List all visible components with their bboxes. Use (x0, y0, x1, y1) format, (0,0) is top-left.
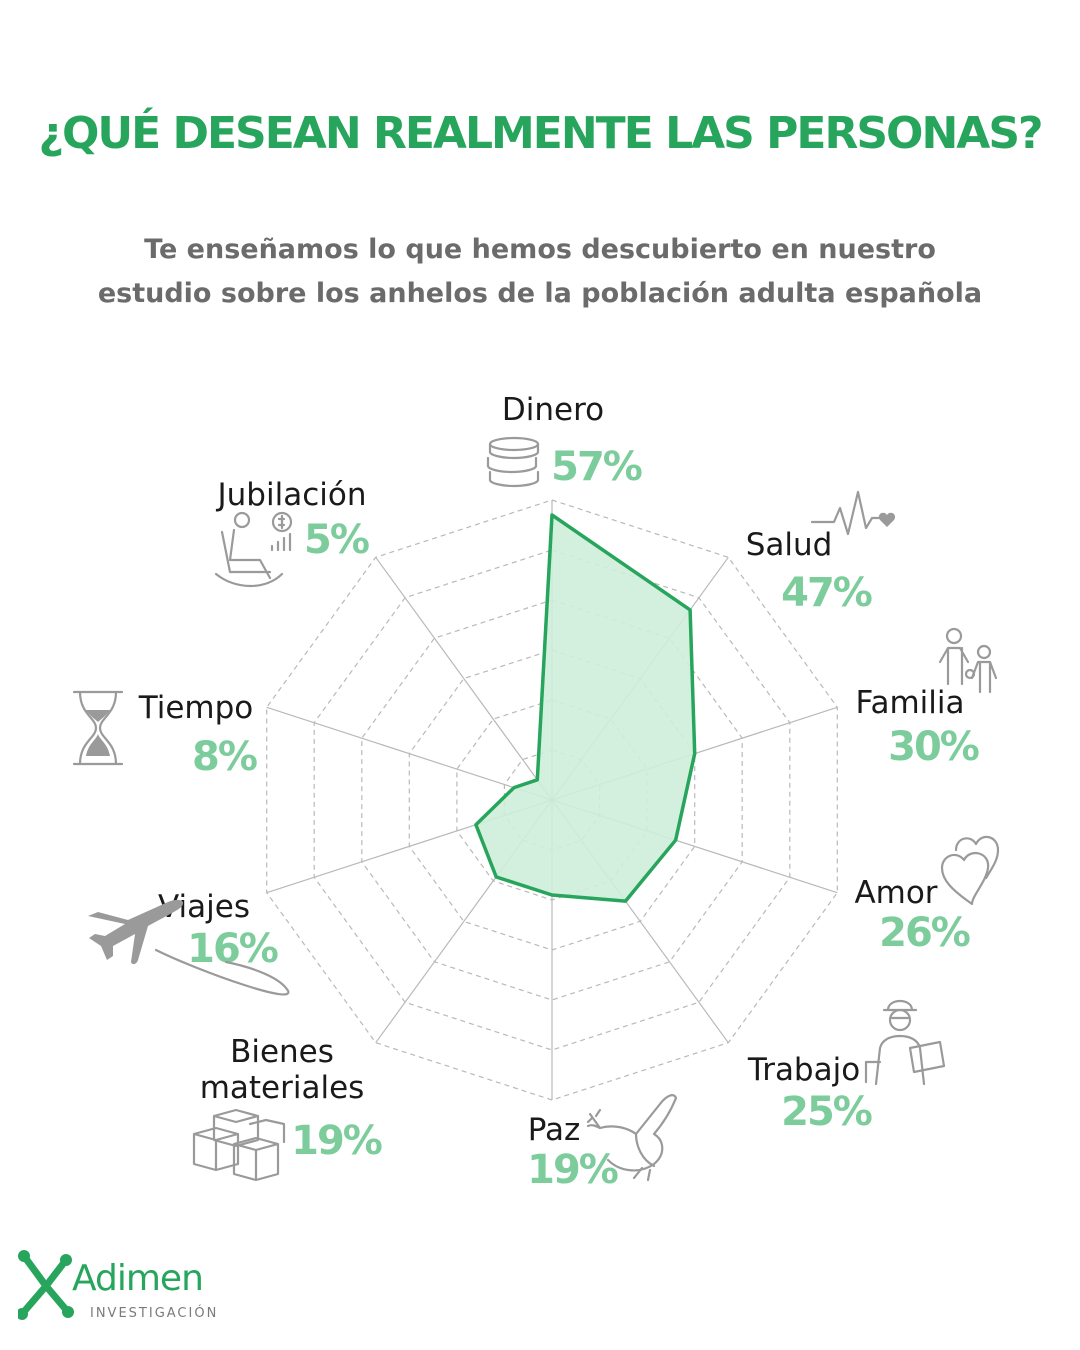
page-subtitle: Te enseñamos lo que hemos descubierto en… (60, 228, 1020, 316)
value-label-salud: 47% (781, 570, 872, 616)
page-title: ¿QUÉ DESEAN REALMENTE LAS PERSONAS? (38, 108, 1043, 159)
rocking-chair-icon (214, 511, 293, 587)
value-label-viajes: 16% (187, 926, 278, 972)
data-point-tiempo (513, 787, 515, 789)
label-jubilación: Jubilación (216, 477, 367, 513)
axis-tiempo (266, 706, 553, 801)
label-trabajo: Trabajo (747, 1052, 860, 1088)
boxes-icon (192, 1108, 286, 1182)
value-label-familia: 30% (888, 724, 979, 770)
value-label-amor: 26% (879, 910, 970, 956)
value-label-tiempo: 8% (192, 734, 257, 780)
airplane-icon (88, 899, 290, 996)
series-area (474, 513, 697, 903)
radar-series (474, 513, 697, 903)
value-label-paz: 19% (527, 1147, 618, 1193)
label-paz: Paz (528, 1112, 581, 1148)
adimen-logo: Adimen INVESTIGACIÓN (16, 1250, 216, 1326)
data-point-familia (694, 753, 696, 755)
value-label-trabajo: 25% (781, 1089, 872, 1135)
logo-tagline: INVESTIGACIÓN (90, 1306, 219, 1321)
data-point-trabajo (625, 900, 626, 902)
axis-jubilación (375, 556, 553, 801)
grid-ring-4 (361, 599, 743, 1001)
subtitle-line-1: Te enseñamos lo que hemos descubierto en… (144, 234, 936, 265)
worker-icon (864, 999, 946, 1086)
data-point-viajes (475, 824, 477, 826)
heartbeat-icon (810, 490, 896, 536)
label-bienes-materiales-line-2: materiales (200, 1070, 365, 1106)
value-label-dinero: 57% (551, 444, 642, 490)
grid-ring-5 (313, 549, 791, 1051)
adimen-logo-icon (16, 1250, 74, 1320)
value-label-bienes-materiales: 19% (291, 1118, 382, 1164)
subtitle-line-2: estudio sobre los anhelos de la població… (97, 278, 983, 309)
hearts-icon (940, 835, 1000, 906)
data-point-amor (675, 839, 677, 841)
data-point-salud (689, 609, 691, 611)
data-point-bienes-materiales (495, 876, 497, 878)
hourglass-icon (72, 690, 124, 766)
label-amor: Amor (854, 875, 937, 911)
grid-ring-6 (266, 499, 838, 1101)
label-bienes-materiales-line-1: Bienes (230, 1034, 334, 1070)
label-familia: Familia (855, 685, 964, 721)
radar-icons (72, 436, 1000, 1182)
data-point-dinero (551, 514, 553, 516)
family-icon (938, 627, 998, 694)
dove-icon (586, 1094, 678, 1182)
label-salud: Salud (746, 527, 833, 563)
value-label-jubilación: 5% (304, 517, 369, 563)
label-tiempo: Tiempo (138, 690, 254, 726)
data-point-jubilación (536, 779, 538, 781)
coins-icon (486, 436, 540, 488)
label-dinero: Dinero (502, 392, 604, 428)
logo-name: Adimen (72, 1258, 204, 1299)
data-point-paz (551, 894, 553, 896)
